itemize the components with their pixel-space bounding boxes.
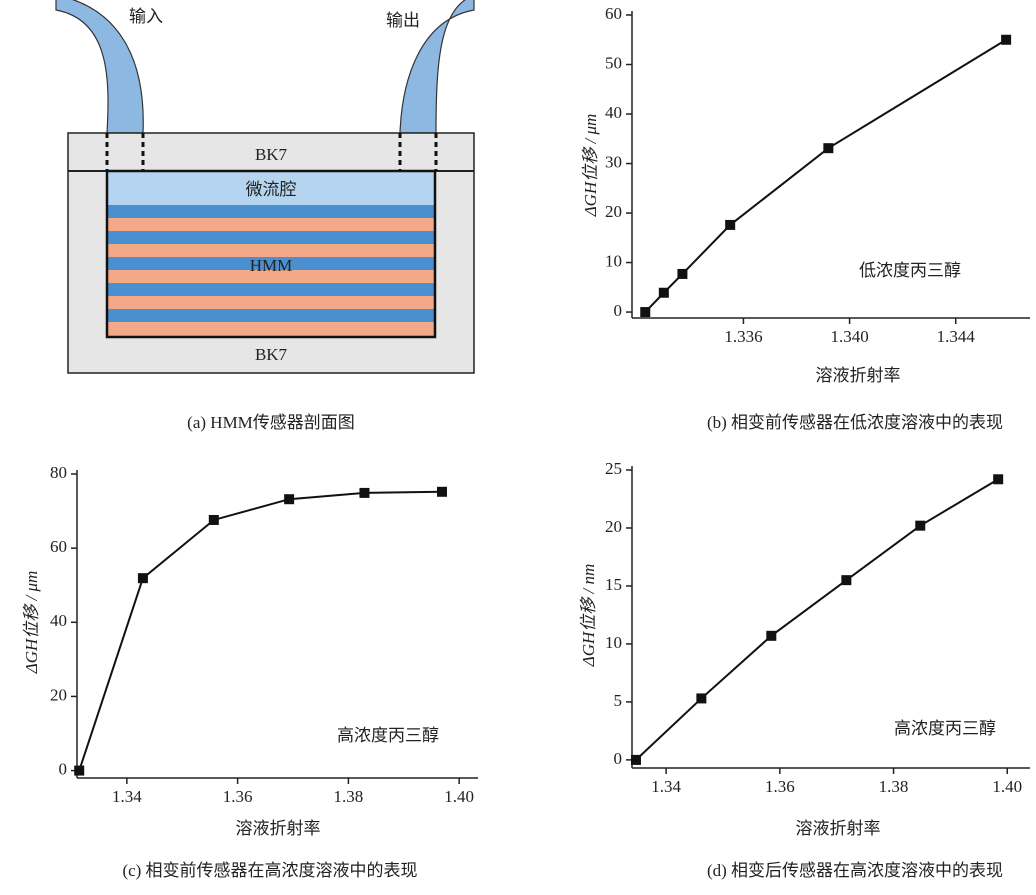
y-tick-label: 10 — [605, 251, 622, 270]
caption: (a) HMM传感器剖面图 — [187, 413, 355, 432]
x-tick-label: 1.36 — [765, 777, 795, 796]
annotation: 高浓度丙三醇 — [337, 726, 439, 745]
y-tick-label: 0 — [59, 759, 68, 778]
annotation: 低浓度丙三醇 — [859, 261, 961, 280]
data-point — [74, 766, 84, 776]
cavity-label: 微流腔 — [246, 180, 297, 199]
substrate-label: BK7 — [255, 345, 288, 364]
x-tick-label: 1.336 — [724, 327, 762, 346]
x-axis-label: 溶液折射率 — [816, 366, 901, 385]
y-axis-label: ΔGH位移 / nm — [579, 564, 598, 668]
data-point — [725, 220, 735, 230]
y-tick-label: 50 — [605, 53, 622, 72]
x-tick-label: 1.38 — [879, 777, 909, 796]
data-point — [766, 631, 776, 641]
data-point — [437, 487, 447, 497]
y-axis-label: ΔGH位移 / μm — [581, 114, 600, 218]
y-tick-label: 20 — [605, 202, 622, 221]
y-tick-label: 5 — [614, 691, 623, 710]
x-axis-label: 溶液折射率 — [236, 819, 321, 838]
x-tick-label: 1.36 — [223, 787, 253, 806]
x-tick-label: 1.340 — [830, 327, 868, 346]
x-axis-label: 溶液折射率 — [796, 819, 881, 838]
input-label: 输入 — [129, 7, 163, 26]
sensor-diagram: 输入 输出 BK7 微流腔 HMM BK7 (a) HMM传感器剖面图 — [56, 0, 474, 432]
y-tick-label: 10 — [605, 633, 622, 652]
y-tick-label: 15 — [605, 575, 622, 594]
x-tick-label: 1.38 — [334, 787, 364, 806]
data-point — [631, 755, 641, 765]
data-point — [659, 288, 669, 298]
layer-label: BK7 — [255, 145, 288, 164]
caption: (b) 相变前传感器在低浓度溶液中的表现 — [707, 413, 1003, 432]
page: {"diagram":{"input":"输入","output":"输出","… — [0, 0, 1036, 895]
data-line — [636, 479, 998, 760]
y-tick-label: 0 — [614, 749, 623, 768]
data-point — [823, 143, 833, 153]
y-tick-label: 60 — [50, 537, 67, 556]
y-tick-label: 80 — [50, 463, 67, 482]
data-point — [677, 269, 687, 279]
data-point — [915, 521, 925, 531]
y-tick-label: 40 — [50, 611, 67, 630]
data-point — [359, 488, 369, 498]
x-tick-label: 1.344 — [937, 327, 976, 346]
caption: (c) 相变前传感器在高浓度溶液中的表现 — [122, 861, 417, 880]
data-point — [209, 515, 219, 525]
data-point — [841, 575, 851, 585]
data-point — [284, 494, 294, 504]
output-label: 输出 — [386, 11, 420, 30]
y-tick-label: 25 — [605, 459, 622, 478]
figure: 输入 输出 BK7 微流腔 HMM BK7 (a) HMM传感器剖面图 0 10 2… — [0, 0, 1036, 890]
y-tick-label: 0 — [614, 301, 623, 320]
y-tick-label: 30 — [605, 152, 622, 171]
y-tick-label: 20 — [605, 517, 622, 536]
data-point — [1001, 35, 1011, 45]
x-tick-label: 1.34 — [651, 777, 681, 796]
x-tick-label: 1.34 — [112, 787, 142, 806]
caption: (d) 相变后传感器在高浓度溶液中的表现 — [707, 861, 1003, 880]
y-tick-label: 20 — [50, 685, 67, 704]
x-tick-label: 1.40 — [992, 777, 1022, 796]
y-tick-label: 40 — [605, 103, 622, 122]
y-axis-label: ΔGH位移 / μm — [22, 571, 41, 675]
data-point — [640, 307, 650, 317]
data-point — [138, 573, 148, 583]
hmm-label: HMM — [250, 256, 293, 275]
annotation: 高浓度丙三醇 — [894, 719, 996, 738]
y-tick-label: 60 — [605, 4, 622, 23]
x-tick-label: 1.40 — [444, 787, 474, 806]
data-point — [993, 474, 1003, 484]
data-point — [696, 693, 706, 703]
